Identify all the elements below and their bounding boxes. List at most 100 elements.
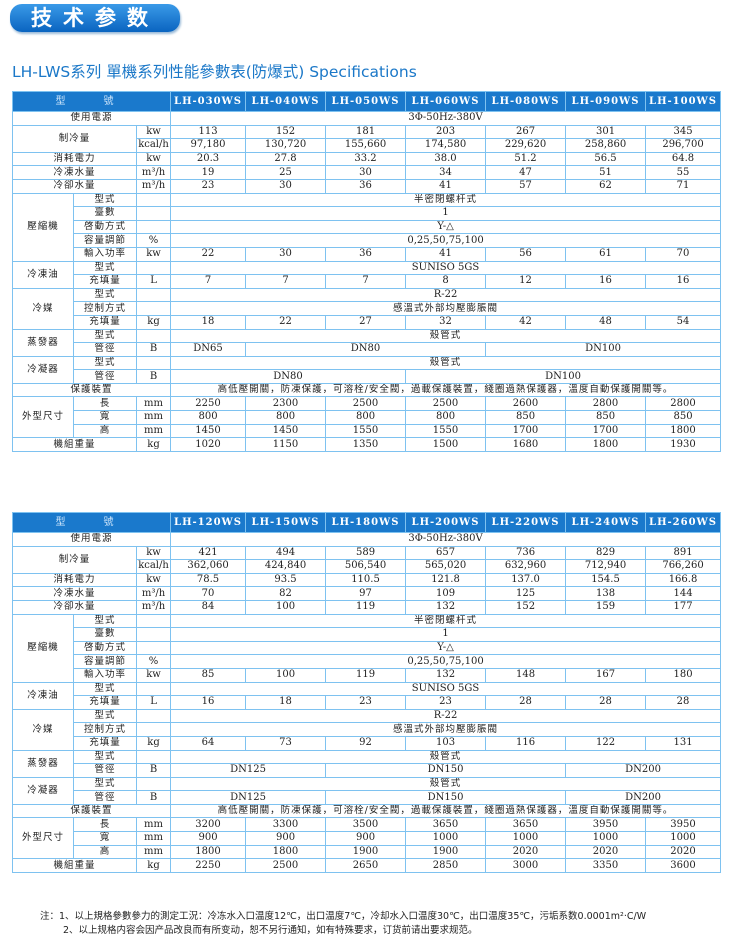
- value-cell: 800: [245, 410, 327, 425]
- value-cell: 62: [565, 178, 647, 194]
- table-row: 蒸發器 型式 殼管式: [12, 749, 722, 778]
- value-cell: 1450: [245, 423, 327, 439]
- value-cell: 1800: [170, 844, 247, 860]
- header-row: 型 號 LH-120WS LH-150WS LH-180WS LH-200WS LH-22…: [11, 512, 722, 533]
- value-cell: 1150: [245, 437, 327, 452]
- value-cell: 56.5: [565, 151, 647, 167]
- value-cell: 138: [565, 586, 647, 601]
- value-cell: 154.5: [565, 572, 647, 588]
- unit-cell: [135, 613, 172, 629]
- section-badge: 技术参数: [10, 4, 180, 32]
- table-row: 冷凝器 型式 殼管式: [12, 776, 722, 805]
- value-cell: 28: [645, 695, 722, 710]
- unit-cell: %: [135, 233, 172, 248]
- unit-cell: m³/h: [135, 599, 172, 615]
- value-cell: 506,540: [325, 559, 407, 574]
- unit-cell: [135, 640, 172, 656]
- value-cell: 93.5: [245, 572, 327, 588]
- value-cell: 55: [645, 165, 722, 180]
- value-cell: 7: [245, 274, 327, 289]
- value-cell: 高低壓開關，防凍保護，可溶栓/安全閥，過載保護裝置，綫圈過熱保護器，溫度自動保護…: [170, 382, 722, 398]
- value-cell: R-22: [170, 708, 722, 724]
- table-row: 啓動方式 Y-△: [13, 219, 722, 235]
- row-sublabel: 臺數: [73, 206, 137, 221]
- value-cell: 174,580: [405, 138, 487, 153]
- row-sublabel: 型式: [73, 681, 137, 697]
- value-cell: 110.5: [325, 572, 407, 588]
- value-cell: DN65: [170, 342, 247, 357]
- value-cell: 2020: [645, 844, 722, 860]
- table-row: 冷凍油 型式 SUNISO 5GS: [12, 681, 722, 710]
- page-title: LH-LWS系列 單機系列性能參數表(防爆式) Specifications: [12, 63, 417, 81]
- model-header: LH-030WS: [170, 91, 247, 112]
- value-cell: 7: [325, 274, 407, 289]
- value-cell: 97,180: [170, 138, 247, 153]
- value-cell: 92: [325, 735, 407, 751]
- value-cell: 766,260: [645, 559, 722, 574]
- table-row: 管徑 B DN125 DN150 DN200: [13, 790, 722, 805]
- unit-cell: mm: [135, 817, 172, 833]
- value-cell: R-22: [170, 287, 722, 303]
- model-header: LH-090WS: [565, 91, 647, 112]
- row-sublabel: 控制方式: [73, 301, 137, 316]
- row-sublabel: 控制方式: [73, 722, 137, 737]
- value-cell: 18: [170, 314, 247, 330]
- row-sublabel: 充填量: [73, 274, 137, 289]
- model-header: LH-120WS: [170, 512, 247, 533]
- unit-cell: [135, 219, 172, 235]
- value-cell: 22: [170, 246, 247, 262]
- header-row: 型 號 LH-030WS LH-040WS LH-050WS LH-060WS LH-08…: [11, 91, 722, 112]
- value-cell: 657: [405, 545, 487, 561]
- value-cell: 100: [245, 599, 327, 615]
- value-cell: 28: [565, 695, 647, 710]
- row-sublabel: 型式: [73, 287, 137, 303]
- unit-cell: kw: [135, 545, 172, 561]
- unit-cell: [135, 301, 172, 316]
- row-label: 冷媒: [12, 287, 74, 330]
- value-cell: 57: [485, 178, 567, 194]
- value-cell: 1: [170, 627, 722, 642]
- value-cell: 900: [325, 831, 407, 846]
- row-sublabel: 管徑: [73, 790, 137, 805]
- unit-cell: [135, 328, 172, 344]
- row-sublabel: 寬: [73, 410, 137, 425]
- table-row: 臺數 1: [13, 206, 722, 221]
- unit-cell: m³/h: [135, 178, 172, 194]
- value-cell: 2500: [325, 396, 407, 412]
- row-label: 冷凝器: [12, 776, 74, 805]
- row-sublabel: 型式: [73, 260, 137, 276]
- value-cell: 23: [405, 695, 487, 710]
- row-label: 冷凍水量: [12, 165, 137, 180]
- value-cell: 1930: [645, 437, 722, 452]
- value-cell: DN100: [485, 342, 722, 357]
- row-label: 保護裝置: [11, 382, 172, 398]
- table-row: 蒸發器 型式 殼管式: [12, 328, 722, 357]
- value-cell: 半密閉螺杆式: [170, 192, 722, 208]
- value-cell: 362,060: [170, 559, 247, 574]
- table-row: 壓縮機 型式 半密閉螺杆式: [12, 613, 722, 683]
- unit-cell: mm: [135, 844, 172, 860]
- unit-cell: kg: [135, 437, 172, 452]
- value-cell: 1020: [170, 437, 247, 452]
- value-cell: Y-△: [170, 219, 722, 235]
- value-cell: 2300: [245, 396, 327, 412]
- value-cell: SUNISO 5GS: [170, 260, 722, 276]
- value-cell: 84: [170, 599, 247, 615]
- value-cell: 30: [325, 165, 407, 180]
- value-cell: 2250: [170, 396, 247, 412]
- row-label: 使用電源: [11, 532, 172, 547]
- table-row: 寬 mm 900 900 900 1000 1000 1000 1000: [13, 831, 722, 846]
- table-row: 壓縮機 型式 半密閉螺杆式: [12, 192, 722, 262]
- value-cell: 109: [405, 586, 487, 601]
- table-row: 充填量 kg 18 22 27 32 42 48 54: [13, 314, 722, 330]
- value-cell: 180: [645, 667, 722, 683]
- value-cell: 20.3: [170, 151, 247, 167]
- value-cell: DN100: [405, 369, 722, 384]
- table-row: 啓動方式 Y-△: [13, 640, 722, 656]
- unit-cell: m³/h: [135, 165, 172, 180]
- row-sublabel: 型式: [73, 355, 137, 371]
- model-header: LH-200WS: [405, 512, 487, 533]
- value-cell: 3600: [645, 858, 722, 873]
- value-cell: 殼管式: [170, 776, 722, 792]
- table-row: 保護裝置 高低壓開關，防凍保護，可溶栓/安全閥，過載保護裝置，綫圈過熱保護器，溫度…: [11, 382, 722, 398]
